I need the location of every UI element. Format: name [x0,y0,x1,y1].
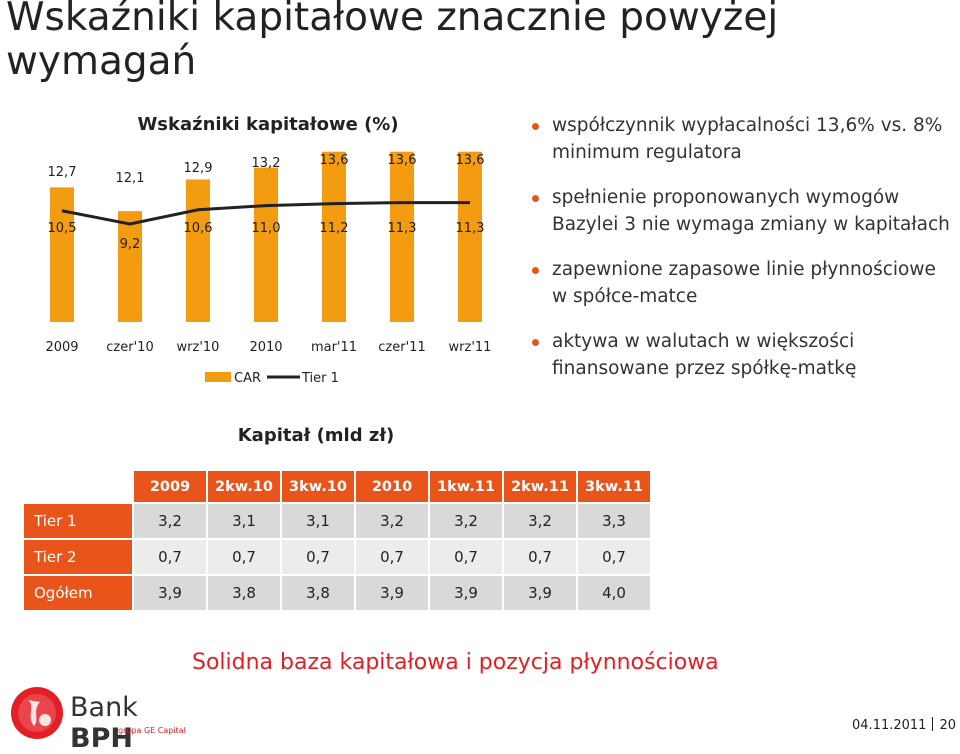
tier1-line [61,201,470,226]
brand-name: Bank BPH [70,692,138,754]
x-tick-label: czer'11 [378,340,425,355]
tier1-data-label: 10,6 [184,221,213,236]
x-tick-label: 2010 [249,340,282,355]
table-cell: 0,7 [208,540,280,574]
table-row: Tier 2 0,7 0,7 0,7 0,7 0,7 0,7 0,7 [24,540,650,574]
brand-subtitle: grupa GE Capital [118,726,186,735]
car-bar [322,151,346,322]
table-row: Ogółem 3,9 3,8 3,8 3,9 3,9 3,9 4,0 [24,576,650,610]
bullet-dot-icon [532,123,539,130]
table-cell: 3,9 [430,576,502,610]
car-bar [118,211,142,322]
car-bar [50,187,74,322]
table-cell: 0,7 [356,540,428,574]
table-cell: 0,7 [504,540,576,574]
tier1-data-label: 9,2 [120,237,141,252]
row-header: Tier 1 [24,504,132,538]
bullet-list: współczynnik wypłacalności 13,6% vs. 8% … [530,112,950,400]
legend-label-car: CAR [234,371,261,386]
column-header: 2kw.11 [504,471,576,502]
bullet-text: spełnienie proponowanych wymogów Bazylei… [552,187,950,235]
car-data-label: 12,1 [116,171,145,186]
slide-footer: 04.11.2011 20 [852,717,956,733]
table-cell: 0,7 [282,540,354,574]
legend-label-tier1: Tier 1 [301,371,339,386]
bank-bph-logo: Bank BPH grupa GE Capital [10,686,186,754]
table-cell: 3,8 [208,576,280,610]
table-title: Kapitał (mld zł) [237,425,395,446]
x-tick-label: mar'11 [311,340,357,355]
tagline: Solidna baza kapitałowa i pozycja płynno… [192,650,719,675]
bullet-dot-icon [532,339,539,346]
x-tick-label: wrz'11 [449,340,492,355]
table-cell: 0,7 [134,540,206,574]
legend-swatch-car [205,372,231,382]
car-bar [186,179,210,322]
bullet-text: aktywa w walutach w większości finansowa… [552,331,857,379]
table-cell: 3,9 [504,576,576,610]
bullet-text: zapewnione zapasowe linie płynnościowe w… [552,259,936,307]
car-bar [458,151,482,322]
car-data-label: 12,7 [48,165,77,180]
x-tick-label: 2009 [45,340,78,355]
car-bar [390,151,414,322]
car-bar [254,167,278,322]
page-number: 20 [939,718,956,733]
row-header: Ogółem [24,576,132,610]
row-header: Tier 2 [24,540,132,574]
bullet-item: zapewnione zapasowe linie płynnościowe w… [530,256,950,310]
tier1-data-label: 11,0 [252,221,281,236]
chart-title: Wskaźniki kapitałowe (%) [137,114,399,135]
table-cell: 4,0 [578,576,650,610]
table-cell: 0,7 [430,540,502,574]
capital-ratio-chart: 2009 czer'10 wrz'10 2010 mar'11 czer'11 wrz'11… [45,151,492,386]
capital-table: 2009 2kw.10 3kw.10 2010 1kw.11 2kw.11 3k… [22,469,652,612]
table-cell: 3,2 [134,504,206,538]
x-tick-label: wrz'10 [177,340,220,355]
footer-separator [932,717,934,731]
table-cell: 0,7 [578,540,650,574]
column-header: 1kw.11 [430,471,502,502]
table-corner [24,471,132,502]
table-row: Tier 1 3,2 3,1 3,1 3,2 3,2 3,2 3,3 [24,504,650,538]
table-cell: 3,9 [356,576,428,610]
car-data-label: 13,6 [456,153,485,168]
tier1-data-label: 11,3 [456,221,485,236]
bullet-item: współczynnik wypłacalności 13,6% vs. 8% … [530,112,950,166]
car-data-label: 13,6 [388,153,417,168]
x-tick-label: czer'10 [106,340,153,355]
table-cell: 3,3 [578,504,650,538]
table-cell: 3,1 [208,504,280,538]
bullet-item: aktywa w walutach w większości finansowa… [530,328,950,382]
car-data-label: 13,6 [320,153,349,168]
table-cell: 3,2 [504,504,576,538]
column-header: 3kw.10 [282,471,354,502]
table-cell: 3,8 [282,576,354,610]
bank-bph-logo-icon [11,687,63,739]
column-header: 2kw.10 [208,471,280,502]
car-data-label: 12,9 [184,161,213,176]
column-header: 2010 [356,471,428,502]
tier1-data-label: 10,5 [48,221,77,236]
table-header-row: 2009 2kw.10 3kw.10 2010 1kw.11 2kw.11 3k… [24,471,650,502]
table-cell: 3,1 [282,504,354,538]
slide-title: Wskaźniki kapitałowe znacznie powyżej wy… [6,0,779,84]
column-header: 2009 [134,471,206,502]
footer-date: 04.11.2011 [852,718,927,733]
tier1-data-label: 11,2 [320,221,349,236]
bullet-item: spełnienie proponowanych wymogów Bazylei… [530,184,950,238]
table-cell: 3,9 [134,576,206,610]
table-cell: 3,2 [430,504,502,538]
tier1-data-label: 11,3 [388,221,417,236]
bullet-dot-icon [532,195,539,202]
column-header: 3kw.11 [578,471,650,502]
table-cell: 3,2 [356,504,428,538]
bullet-dot-icon [532,267,539,274]
car-data-label: 13,2 [252,156,281,171]
bullet-text: współczynnik wypłacalności 13,6% vs. 8% … [552,115,943,163]
